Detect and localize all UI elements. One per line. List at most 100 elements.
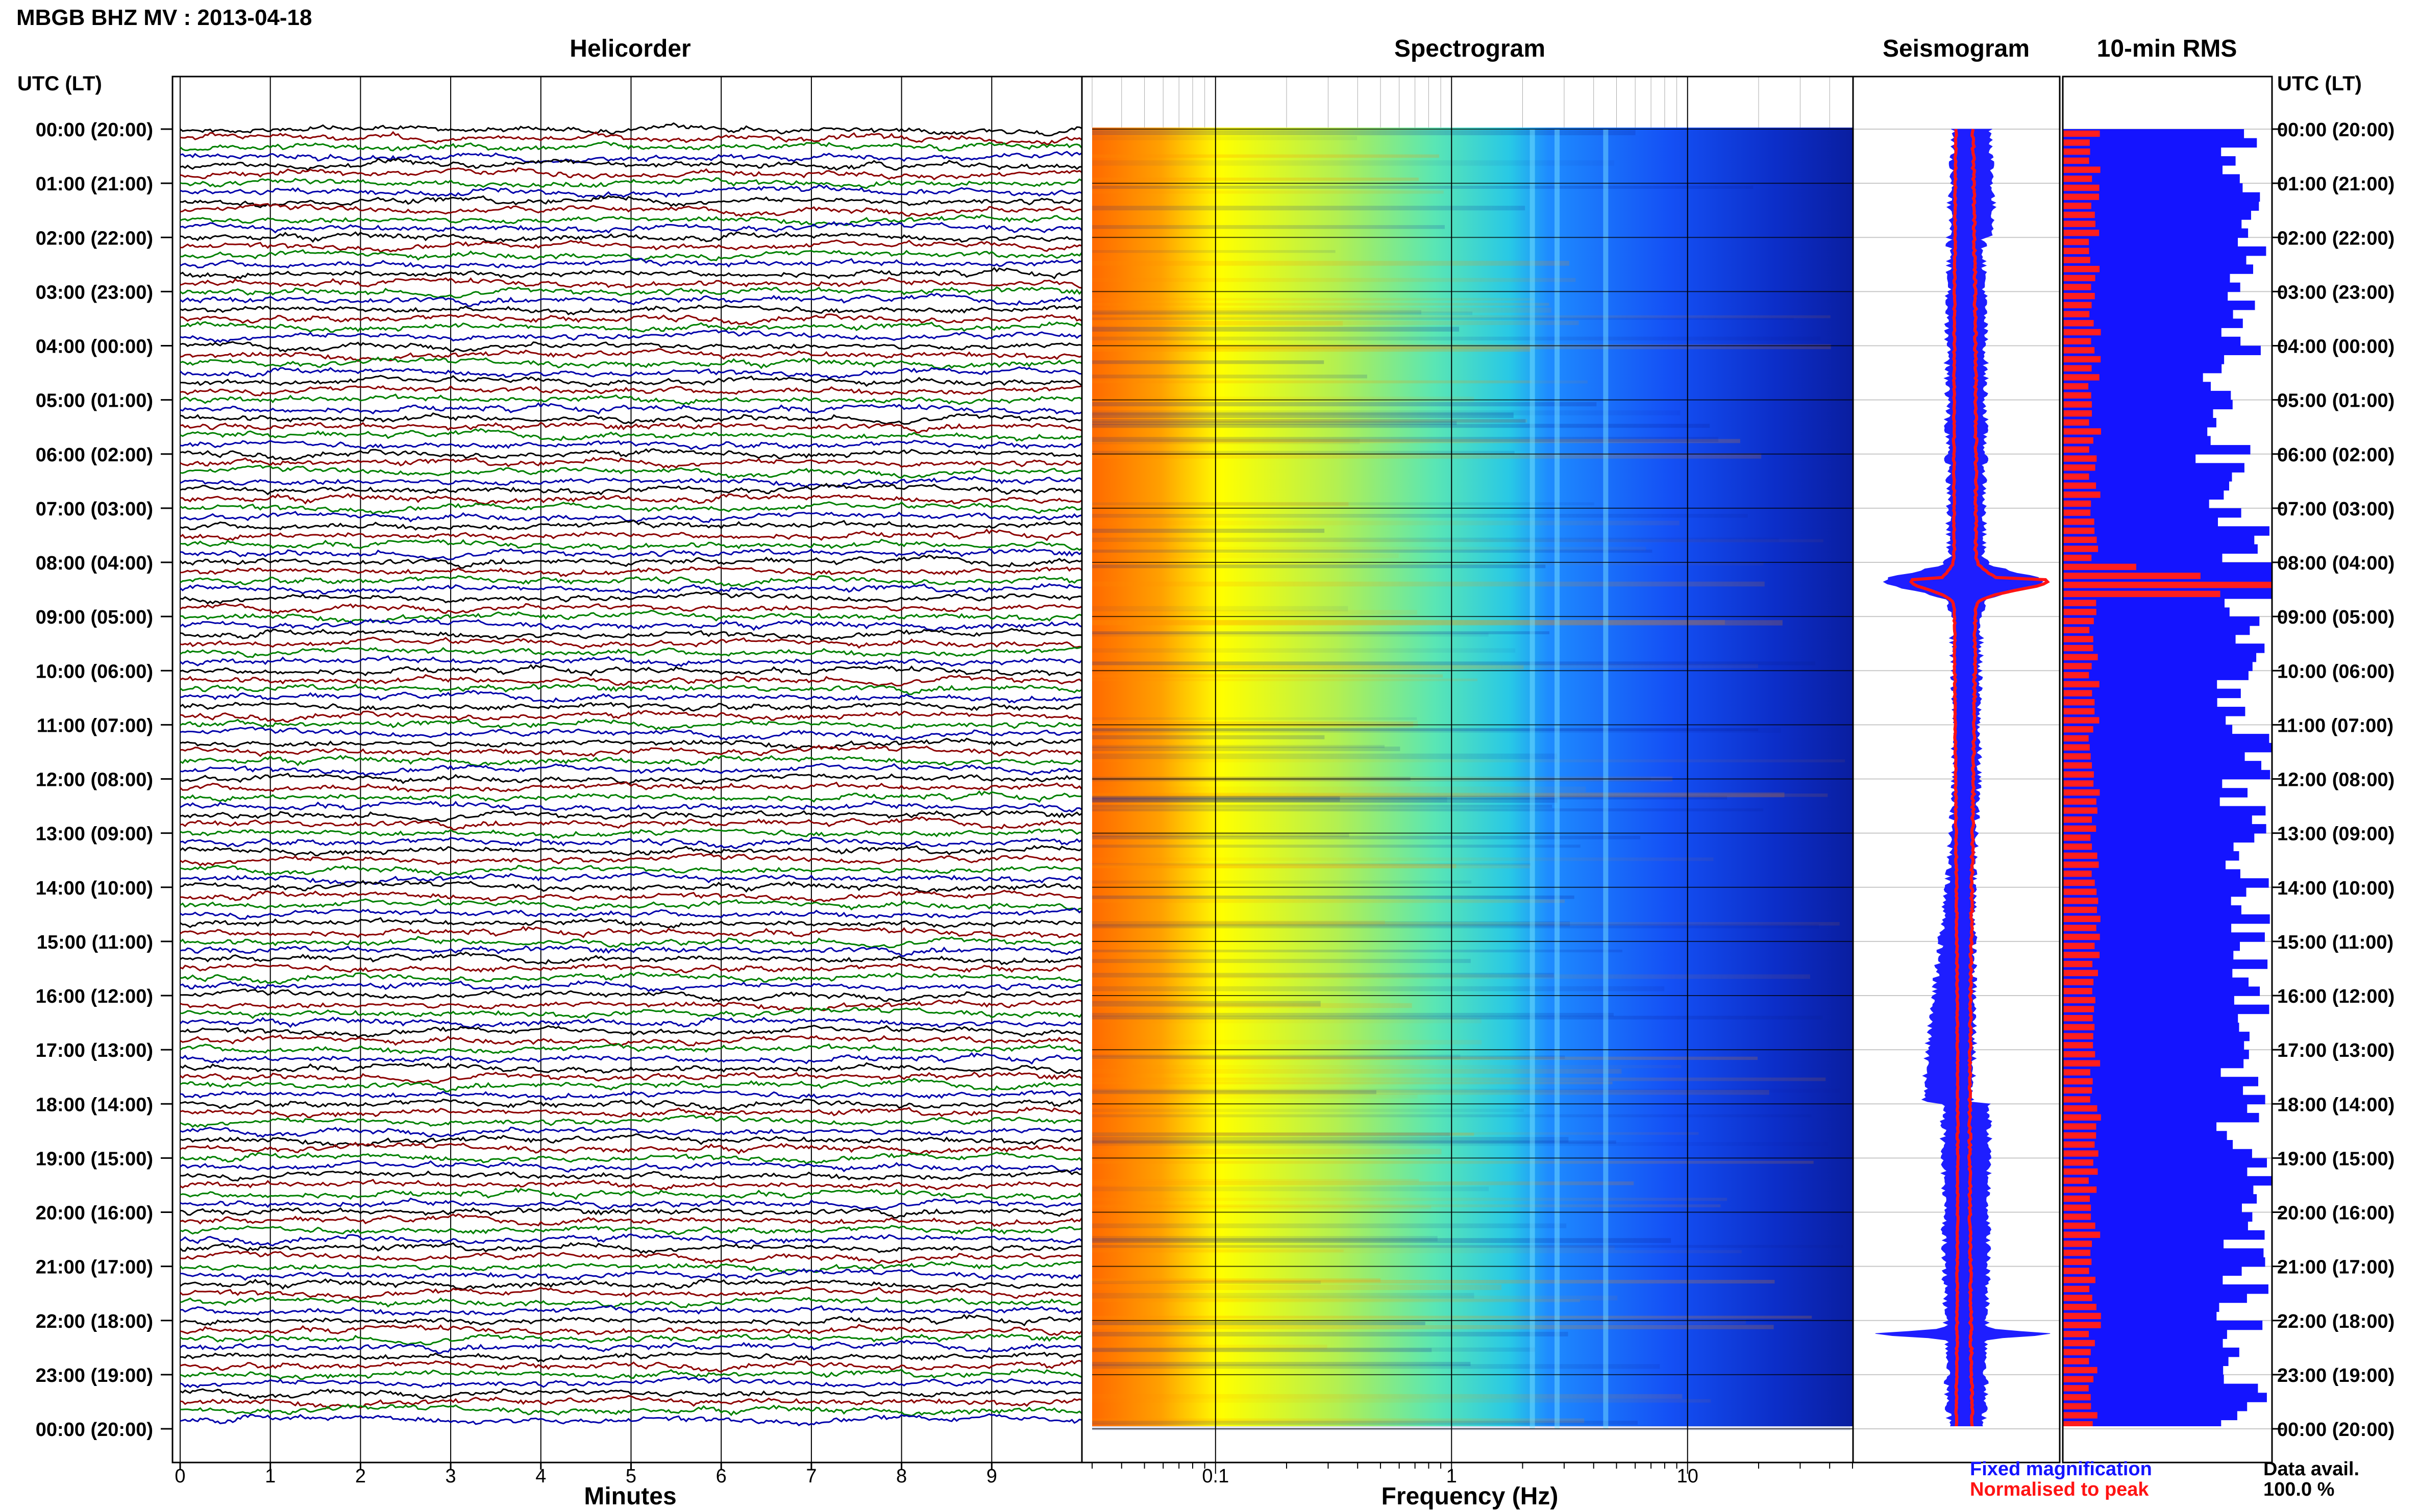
spectrogram-streak <box>1092 564 1546 568</box>
helicorder-trace <box>180 737 1082 751</box>
helicorder-trace <box>180 258 1082 269</box>
helicorder-trace <box>180 1233 1082 1247</box>
spectrogram-streak <box>1092 278 1576 282</box>
spectrogram-streak <box>1092 311 1473 315</box>
time-label: 14:00 (10:00) <box>2277 878 2395 899</box>
rms-normalised-bar <box>2063 699 2095 706</box>
helicorder-trace <box>180 1142 1082 1155</box>
helicorder-trace <box>180 428 1082 442</box>
rms-bar <box>2063 156 2236 166</box>
spectrogram-streak <box>1092 437 1719 442</box>
rms-bar <box>2063 869 2240 879</box>
rms-bar <box>2063 914 2270 924</box>
spectrogram-streak <box>1092 717 1417 720</box>
rms-normalised-bar <box>2063 509 2091 516</box>
spectrogram-streak <box>1092 663 1758 668</box>
spectrogram-streak <box>1092 798 1558 803</box>
helicorder-trace <box>180 519 1082 531</box>
spectrogram-streak <box>1092 160 1614 166</box>
spectrogram-streak <box>1092 1039 1482 1045</box>
x-tick-label: 7 <box>806 1466 817 1487</box>
rms-bar <box>2063 147 2221 157</box>
helicorder-trace <box>180 889 1082 903</box>
rms-bar <box>2063 318 2243 328</box>
spectrogram-streak <box>1092 537 1779 542</box>
rms-bar <box>2063 986 2260 996</box>
rms-normalised-bar <box>2063 1114 2101 1121</box>
spectrogram-streak <box>1092 808 1764 811</box>
rms-bar <box>2063 833 2255 843</box>
spectrogram-streak <box>1092 1348 1432 1352</box>
helicorder-trace <box>180 231 1082 243</box>
spectrogram-streak <box>1092 1284 1502 1291</box>
spectrogram-streak <box>1092 1347 1535 1352</box>
rms-bar <box>2063 616 2260 626</box>
spectrogram-streak <box>1092 1250 1742 1253</box>
rms-normalised-bar <box>2063 590 2220 598</box>
rms-normalised-bar <box>2063 247 2089 254</box>
rms-normalised-bar <box>2063 302 2092 309</box>
spectrogram-streak <box>1092 438 1360 444</box>
spectrogram-streak <box>1092 1081 1613 1084</box>
freq-tick-label: 1 <box>1446 1466 1457 1487</box>
spectrogram-streak <box>1092 1132 1450 1136</box>
rms-bar <box>2063 363 2222 374</box>
helicorder-trace <box>180 1359 1082 1373</box>
rms-bar <box>2063 400 2233 410</box>
rms-normalised-bar <box>2063 726 2093 733</box>
rms-normalised-bar <box>2063 1213 2091 1220</box>
spectrogram-streak <box>1092 1278 1381 1282</box>
helicorder-trace <box>180 945 1082 957</box>
rms-bar <box>2063 309 2233 319</box>
utc-header-left: UTC (LT) <box>17 72 102 95</box>
rms-bar <box>2063 246 2266 256</box>
spectrogram-streak <box>1092 1015 1823 1020</box>
helicorder-trace <box>180 375 1082 388</box>
rms-bar <box>2063 1311 2217 1321</box>
time-label: 01:00 (21:00) <box>2277 173 2395 195</box>
rms-bar <box>2063 725 2233 734</box>
freq-tick-label: 0.1 <box>1202 1466 1229 1487</box>
spectrogram-streak <box>1092 973 1554 978</box>
spectrogram-streak <box>1092 665 1524 670</box>
spectrogram-streak <box>1092 581 1765 587</box>
rms-bar <box>2063 905 2241 915</box>
spectrogram-streak <box>1092 1293 1474 1299</box>
spectrogram-streak <box>1092 864 1457 869</box>
helicorder-trace <box>180 1126 1082 1138</box>
helicorder-trace <box>180 167 1082 181</box>
spectrogram-streak <box>1092 1223 1567 1228</box>
spectrogram-streak <box>1092 421 1457 425</box>
spectrogram-streak <box>1092 1204 1721 1207</box>
spectrogram-streak <box>1092 899 1565 903</box>
rms-title: 10-min RMS <box>2096 35 2237 62</box>
rms-bar <box>2063 1167 2248 1177</box>
seismogram-normalised-left <box>1909 129 1960 1426</box>
helicorder-trace <box>180 422 1082 434</box>
rms-normalised-bar <box>2063 1285 2089 1293</box>
helicorder-trace <box>180 266 1082 280</box>
x-tick-label: 8 <box>896 1466 907 1487</box>
spectrogram-streak <box>1092 549 1652 553</box>
rms-bar <box>2063 752 2245 761</box>
rms-normalised-bar <box>2063 663 2092 670</box>
rms-normalised-bar <box>2063 365 2092 371</box>
helicorder-trace <box>180 1296 1082 1309</box>
spectrogram-streak <box>1092 439 1740 443</box>
time-label: 09:00 (05:00) <box>2277 607 2395 628</box>
rms-bar <box>2063 1149 2252 1159</box>
spectrogram-streak <box>1092 797 1447 803</box>
rms-normalised-bar <box>2063 636 2093 642</box>
rms-normalised-bar <box>2063 401 2092 408</box>
rms-bar <box>2063 788 2248 798</box>
time-label: 13:00 (09:00) <box>36 824 153 845</box>
helicorder-trace <box>180 864 1082 876</box>
rms-normalised-bar <box>2063 211 2095 218</box>
spectrogram-streak <box>1092 553 1399 558</box>
rms-normalised-bar <box>2063 1195 2090 1202</box>
rms-bar <box>2063 932 2265 942</box>
helicorder-trace <box>180 214 1082 227</box>
rms-normalised-bar <box>2063 1304 2096 1310</box>
spectrogram-detail <box>1092 129 1851 1430</box>
helicorder-trace <box>180 566 1082 577</box>
